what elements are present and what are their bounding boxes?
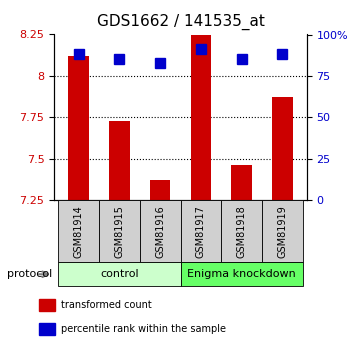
Text: GSM81914: GSM81914	[74, 205, 84, 257]
Bar	[39, 299, 55, 311]
FancyBboxPatch shape	[58, 262, 180, 286]
FancyBboxPatch shape	[221, 200, 262, 262]
Text: percentile rank within the sample: percentile rank within the sample	[61, 325, 226, 334]
Text: control: control	[100, 269, 139, 279]
Text: GSM81918: GSM81918	[237, 205, 247, 257]
Text: transformed count: transformed count	[61, 300, 151, 310]
FancyBboxPatch shape	[99, 200, 140, 262]
Text: Enigma knockdown: Enigma knockdown	[187, 269, 296, 279]
Text: GSM81917: GSM81917	[196, 205, 206, 258]
Text: protocol: protocol	[7, 269, 52, 279]
Bar	[231, 165, 252, 200]
FancyBboxPatch shape	[180, 262, 303, 286]
Title: GDS1662 / 141535_at: GDS1662 / 141535_at	[96, 14, 265, 30]
FancyBboxPatch shape	[58, 200, 99, 262]
FancyBboxPatch shape	[180, 200, 221, 262]
FancyBboxPatch shape	[140, 200, 180, 262]
Bar	[109, 121, 130, 200]
Bar	[39, 323, 55, 335]
Text: GSM81915: GSM81915	[114, 205, 124, 258]
FancyBboxPatch shape	[262, 200, 303, 262]
Bar	[191, 33, 211, 200]
Bar	[69, 56, 89, 200]
Text: GSM81916: GSM81916	[155, 205, 165, 257]
Bar	[272, 97, 292, 200]
Text: GSM81919: GSM81919	[277, 205, 287, 257]
Bar	[150, 180, 170, 200]
